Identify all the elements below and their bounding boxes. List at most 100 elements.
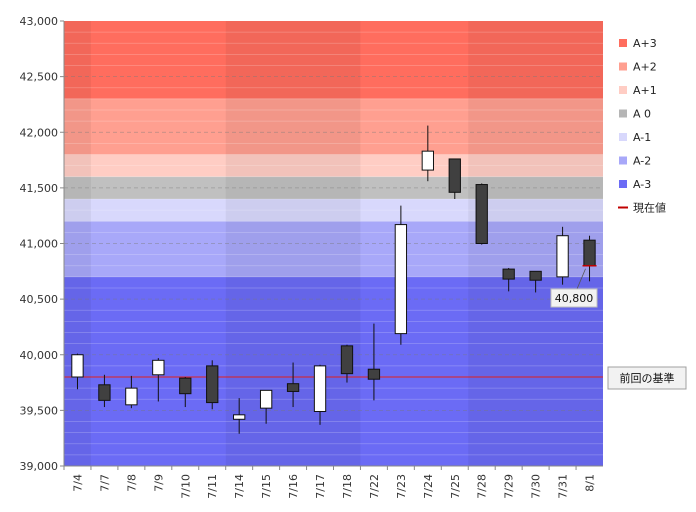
x-tick-label: 7/24 (422, 474, 435, 499)
candle-body (475, 184, 488, 245)
legend-label: A+2 (633, 61, 657, 74)
y-tick-label: 40,000 (20, 349, 59, 362)
legend-swatch (619, 156, 627, 165)
candle-7-23 (394, 205, 408, 345)
candle-7-17 (313, 364, 327, 425)
x-tick-label: 7/7 (98, 474, 111, 492)
y-tick-label: 41,000 (20, 238, 59, 251)
candle-body (152, 359, 165, 376)
candle-7-28 (475, 183, 488, 245)
candle-body (71, 354, 84, 378)
legend-item: A 0 (619, 108, 651, 121)
band-stripe (225, 98, 361, 155)
band-layer (64, 21, 603, 466)
reference-label-box (607, 366, 687, 390)
legend-label: A-1 (633, 131, 651, 144)
candle-7-15 (259, 389, 273, 424)
y-tick-label: 41,500 (20, 182, 59, 195)
band-stripe (64, 199, 91, 222)
y-tick-label: 42,000 (20, 126, 59, 139)
band-Aminus2 (64, 221, 603, 277)
candle-body (179, 377, 192, 395)
candle-7-16 (286, 362, 300, 408)
candle-7-9 (152, 358, 165, 402)
candle-7-4 (71, 353, 84, 390)
legend-swatch (619, 39, 627, 47)
band-stripe (468, 21, 603, 99)
x-tick-label: 7/29 (503, 474, 516, 499)
legend-label: A+1 (633, 84, 657, 97)
y-tick-label: 40,500 (20, 293, 59, 306)
candle-7-31 (556, 226, 569, 285)
legend-item: A-3 (619, 178, 651, 191)
x-tick-label: 7/31 (557, 474, 570, 499)
legend-item: A+3 (619, 37, 657, 50)
band-stripe (64, 98, 91, 155)
x-tick-label: 7/15 (260, 474, 273, 499)
x-tick-label: 7/8 (125, 474, 138, 492)
y-tick-label: 39,500 (20, 404, 59, 417)
y-tick-label: 42,500 (20, 71, 59, 84)
band-stripe (468, 98, 603, 155)
candle-body (233, 414, 246, 420)
legend-swatch (619, 109, 627, 118)
candle-7-18 (340, 344, 354, 383)
candle-7-25 (448, 158, 461, 199)
candle-7-29 (502, 267, 515, 292)
candle-body (502, 268, 515, 280)
candle-layer (71, 125, 596, 434)
candle-body (340, 345, 354, 375)
x-tick-label: 7/16 (287, 474, 300, 499)
legend-item: 現在値 (618, 202, 666, 215)
x-tick-label: 7/30 (530, 474, 543, 499)
band-stripe (225, 154, 361, 177)
candle-7-8 (125, 375, 138, 409)
legend-label: A-2 (633, 155, 651, 168)
candle-body (394, 224, 408, 335)
candle-body (313, 365, 327, 412)
x-tick-label: 7/9 (152, 474, 165, 492)
legend: A+3 A+2 A+1 A 0 A-1 A-2 A-3 現在値 (618, 37, 666, 215)
band-Aplus1 (64, 154, 603, 177)
x-tick-label: 8/1 (584, 474, 597, 492)
x-tick-label: 7/23 (395, 474, 408, 499)
legend-swatch (619, 62, 627, 71)
candle-body (529, 270, 542, 281)
current-value-leader (576, 268, 586, 290)
candle-body (98, 384, 111, 401)
band-Aplus2 (64, 98, 603, 155)
band-stripe (468, 276, 603, 466)
legend-label: A 0 (633, 108, 651, 121)
legend-item: A-2 (619, 155, 651, 168)
x-tick-label: 7/4 (71, 474, 84, 492)
legend-swatch (619, 86, 627, 94)
band-stripe (64, 221, 91, 277)
candle-7-30 (529, 270, 542, 293)
band-stripe (225, 221, 361, 277)
x-tick-label: 7/17 (314, 474, 327, 499)
candle-body (259, 389, 273, 409)
candle-body (367, 368, 381, 380)
band-Aminus1 (64, 199, 603, 222)
band-Aplus3 (64, 21, 603, 99)
y-tick-label: 39,000 (20, 460, 59, 473)
band-stripe (64, 176, 91, 199)
legend-label: 現在値 (633, 202, 666, 215)
x-tick-label: 7/10 (179, 474, 192, 499)
candle-7-7 (98, 374, 111, 408)
candle-7-10 (179, 377, 192, 408)
band-stripe (225, 21, 361, 99)
x-tick-label: 7/18 (341, 474, 354, 499)
x-tick-label: 7/11 (206, 474, 219, 499)
current-value-label: 40,800 (555, 292, 594, 305)
candle-body (206, 365, 219, 404)
candle-body (125, 387, 138, 406)
band-stripe (225, 199, 361, 222)
candle-body (448, 158, 461, 193)
candle-body (583, 239, 596, 267)
candle-7-22 (367, 323, 381, 401)
grid-layer (64, 31, 603, 456)
legend-item: A+2 (619, 61, 657, 74)
annotation-layer: 40,800 前回の基準 (550, 265, 687, 390)
